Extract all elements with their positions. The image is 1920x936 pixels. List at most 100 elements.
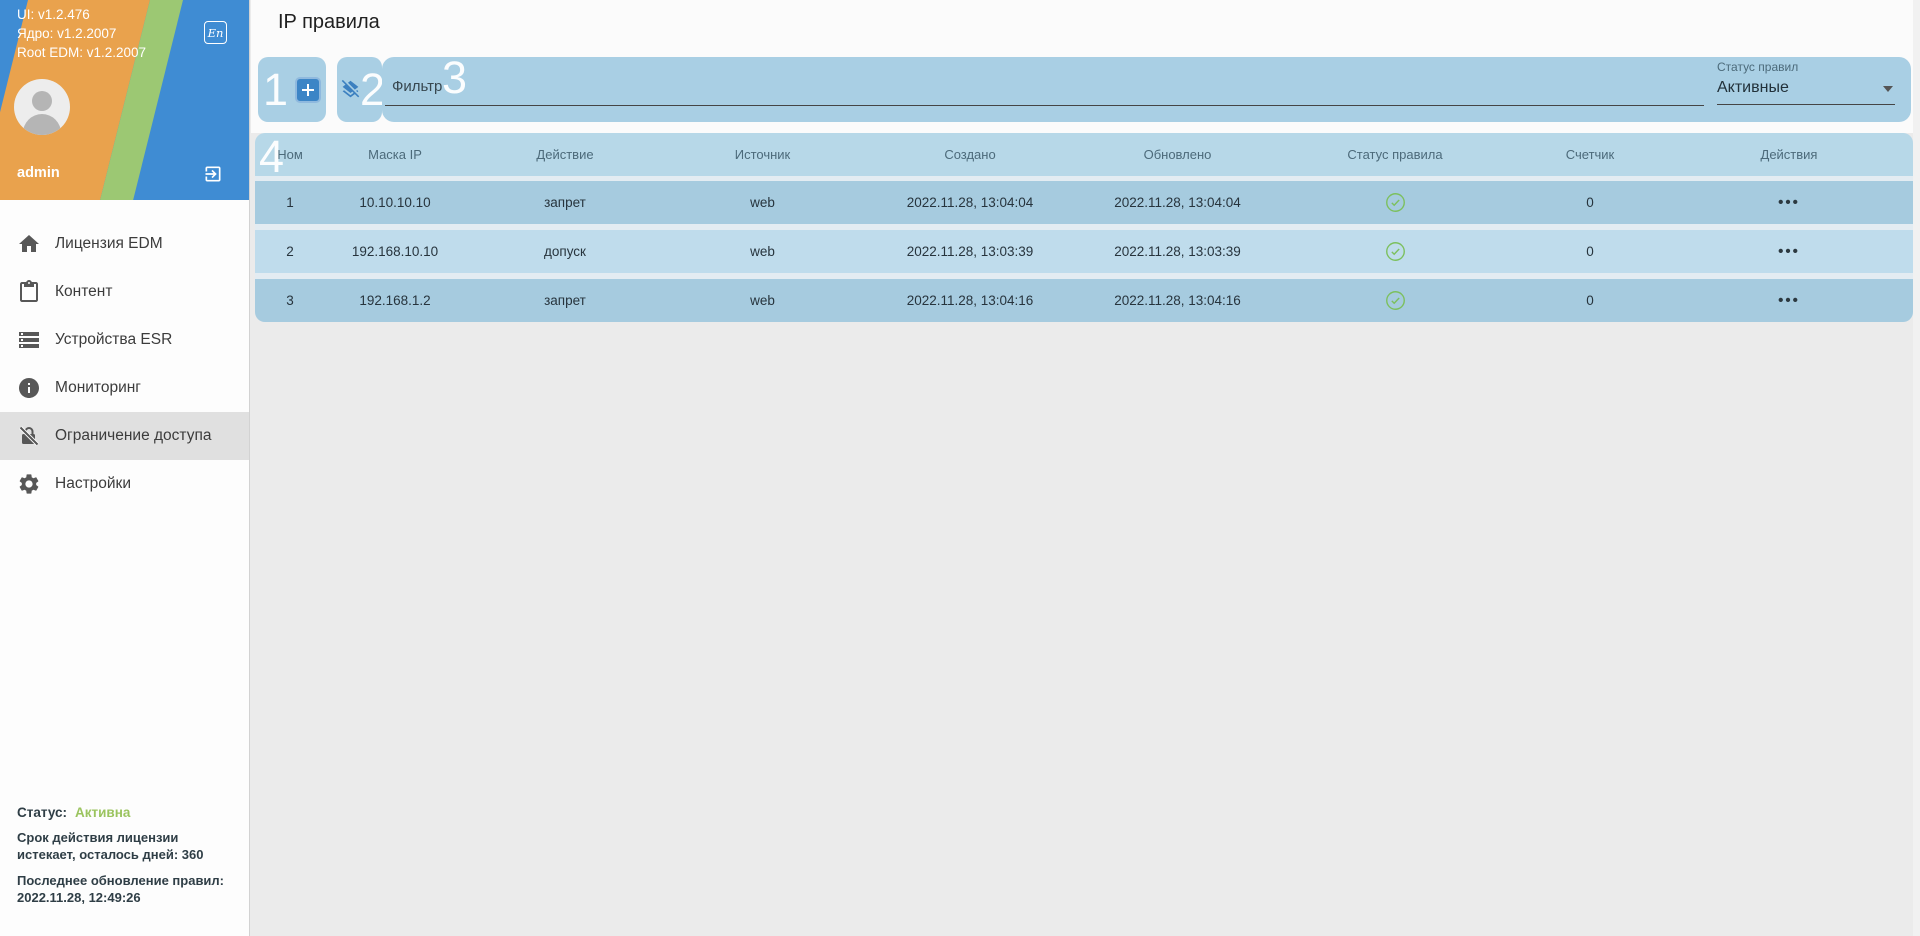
cell-num: 2 xyxy=(286,244,294,259)
sidebar-item-license[interactable]: Лицензия EDM xyxy=(0,220,249,268)
toolbar: 1 2 3 Статус правил Активные xyxy=(258,55,1911,122)
gear-icon xyxy=(19,474,39,494)
username: admin xyxy=(17,165,60,181)
column-header-num: Ном xyxy=(277,147,303,162)
sidebar-menu: Лицензия EDM Контент Устройства ESR Мони… xyxy=(0,220,249,508)
column-header-counter: Счетчик xyxy=(1565,147,1615,162)
cell-counter: 0 xyxy=(1586,293,1594,308)
table-row[interactable]: 2 192.168.10.10 допуск web 2022.11.28, 1… xyxy=(255,230,1913,273)
row-actions-button[interactable]: ••• xyxy=(1778,292,1800,309)
status-active-icon xyxy=(1385,242,1405,261)
cell-source: web xyxy=(750,195,775,210)
column-header-created: Создано xyxy=(944,147,996,162)
license-status-label: Статус: xyxy=(17,805,67,820)
column-header-updated: Обновлено xyxy=(1143,147,1212,162)
cell-action: допуск xyxy=(544,244,586,259)
sidebar-item-label: Настройки xyxy=(55,475,132,492)
language-toggle[interactable]: En xyxy=(204,21,227,44)
cell-source: web xyxy=(750,244,775,259)
status-filter-underline xyxy=(1717,104,1895,105)
status-active-icon xyxy=(1385,291,1405,310)
storage-icon xyxy=(19,332,39,348)
sidebar-item-label: Контент xyxy=(55,283,113,300)
filter-underline xyxy=(385,105,1704,106)
sidebar-item-label: Устройства ESR xyxy=(55,331,173,348)
cell-mask: 192.168.10.10 xyxy=(351,244,439,259)
lock-off-icon xyxy=(19,426,39,446)
version-core: Ядро: v1.2.2007 xyxy=(17,26,117,41)
sidebar-item-label: Лицензия EDM xyxy=(55,235,163,252)
main-content: IP правила 1 2 3 Статус правил Активные xyxy=(251,0,1920,936)
avatar-head xyxy=(32,91,52,111)
cell-status xyxy=(1275,290,1515,311)
column-header-action: Действие xyxy=(536,147,594,162)
annotation-label-1: 1 xyxy=(263,64,289,115)
status-filter-select[interactable]: Статус правил Активные xyxy=(1717,60,1895,105)
sidebar-item-label: Ограничение доступа xyxy=(55,427,212,444)
info-icon xyxy=(19,378,39,398)
version-root: Root EDM: v1.2.2007 xyxy=(17,45,147,60)
avatar-torso xyxy=(23,114,61,135)
annotation-label-2: 2 xyxy=(360,64,386,115)
sidebar-header: UI: v1.2.476 Ядро: v1.2.2007 Root EDM: v… xyxy=(0,0,249,200)
clipboard-icon xyxy=(20,280,38,302)
row-actions-button[interactable]: ••• xyxy=(1778,243,1800,260)
cell-num: 1 xyxy=(286,195,294,210)
cell-updated: 2022.11.28, 13:04:16 xyxy=(1114,293,1241,308)
annotation-region-2: 2 xyxy=(337,57,386,122)
cell-updated: 2022.11.28, 13:04:04 xyxy=(1114,195,1241,210)
clear-filters-icon[interactable] xyxy=(340,79,361,100)
sidebar-item-content[interactable]: Контент xyxy=(0,268,249,316)
column-header-status: Статус правила xyxy=(1347,147,1443,162)
dropdown-arrow-icon xyxy=(1883,86,1893,92)
license-status: Статус: Активна xyxy=(17,805,229,820)
cell-status xyxy=(1275,241,1515,262)
filter-input[interactable] xyxy=(390,77,1704,96)
page-title: IP правила xyxy=(278,11,380,33)
table-row[interactable]: 1 10.10.10.10 запрет web 2022.11.28, 13:… xyxy=(255,181,1913,224)
sidebar-item-label: Мониторинг xyxy=(55,379,141,396)
cell-counter: 0 xyxy=(1586,195,1594,210)
sidebar-item-devices[interactable]: Устройства ESR xyxy=(0,316,249,364)
column-header-source: Источник xyxy=(734,147,791,162)
cell-action: запрет xyxy=(544,195,586,210)
cell-created: 2022.11.28, 13:04:04 xyxy=(906,195,1034,210)
avatar xyxy=(14,79,70,135)
cell-mask: 192.168.1.2 xyxy=(359,293,431,308)
cell-created: 2022.11.28, 13:04:16 xyxy=(906,293,1034,308)
cell-action: запрет xyxy=(544,293,586,308)
annotation-region-1: 1 xyxy=(258,57,326,122)
sidebar: UI: v1.2.476 Ядро: v1.2.2007 Root EDM: v… xyxy=(0,0,250,936)
row-actions-button[interactable]: ••• xyxy=(1778,194,1800,211)
cell-created: 2022.11.28, 13:03:39 xyxy=(906,244,1034,259)
cell-updated: 2022.11.28, 13:03:39 xyxy=(1114,244,1241,259)
status-active-icon xyxy=(1385,193,1405,212)
add-rule-button[interactable] xyxy=(295,76,322,103)
column-header-mask: Маска IP xyxy=(368,147,422,162)
logout-icon[interactable] xyxy=(203,164,223,184)
license-info: Статус: Активна Срок действия лицензии ис… xyxy=(17,805,229,906)
sidebar-item-settings[interactable]: Настройки xyxy=(0,460,249,508)
home-icon xyxy=(19,235,39,252)
column-header-actions: Действия xyxy=(1760,147,1818,162)
sidebar-item-access-restriction[interactable]: Ограничение доступа xyxy=(0,412,249,460)
ip-rules-table: 4 Ном Маска IP Действие Источник Создано… xyxy=(255,133,1913,322)
table-header-row: 4 Ном Маска IP Действие Источник Создано… xyxy=(255,133,1913,182)
status-filter-value: Активные xyxy=(1717,79,1789,96)
scrollbar[interactable] xyxy=(1913,0,1920,936)
cell-source: web xyxy=(750,293,775,308)
cell-num: 3 xyxy=(286,293,294,308)
cell-mask: 10.10.10.10 xyxy=(359,195,431,210)
cell-counter: 0 xyxy=(1586,244,1594,259)
version-info: UI: v1.2.476 Ядро: v1.2.2007 Root EDM: v… xyxy=(17,5,146,62)
cell-status xyxy=(1275,192,1515,213)
license-expire-text: Срок действия лицензии истекает, осталос… xyxy=(17,830,204,862)
table-row[interactable]: 3 192.168.1.2 запрет web 2022.11.28, 13:… xyxy=(255,279,1913,322)
version-ui: UI: v1.2.476 xyxy=(17,7,90,22)
annotation-label-4: 4 xyxy=(259,133,285,182)
license-status-value: Активна xyxy=(75,805,131,820)
rules-updated-text: Последнее обновление правил: 2022.11.28,… xyxy=(17,873,225,905)
sidebar-item-monitoring[interactable]: Мониторинг xyxy=(0,364,249,412)
annotation-region-3: 3 Статус правил Активные xyxy=(382,55,1911,122)
